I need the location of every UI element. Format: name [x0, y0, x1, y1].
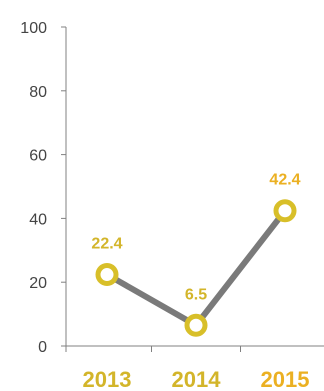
data-label: 42.4 — [269, 172, 300, 189]
data-point — [95, 263, 119, 287]
data-labels: 22.4 6.5 42.4 — [91, 172, 300, 304]
y-tick-label: 60 — [29, 148, 47, 165]
x-tick-label: 2015 — [261, 367, 310, 391]
y-tick-label: 40 — [29, 211, 47, 228]
series-line — [104, 207, 288, 329]
data-point — [273, 199, 297, 223]
x-axis: 2013 2014 2015 — [65, 345, 324, 391]
data-markers — [95, 199, 297, 337]
series-polyline — [104, 207, 288, 329]
x-tick-label: 2013 — [83, 367, 132, 391]
y-tick-label: 100 — [20, 20, 47, 37]
data-label: 6.5 — [185, 286, 207, 303]
y-tick-label: 0 — [38, 339, 47, 356]
data-point — [184, 313, 208, 337]
x-tick-label: 2014 — [172, 367, 222, 391]
y-tick-label: 20 — [29, 275, 47, 292]
y-tick-label: 80 — [29, 84, 47, 101]
y-axis: 0 20 40 60 80 100 — [20, 20, 67, 356]
data-label: 22.4 — [91, 236, 122, 253]
